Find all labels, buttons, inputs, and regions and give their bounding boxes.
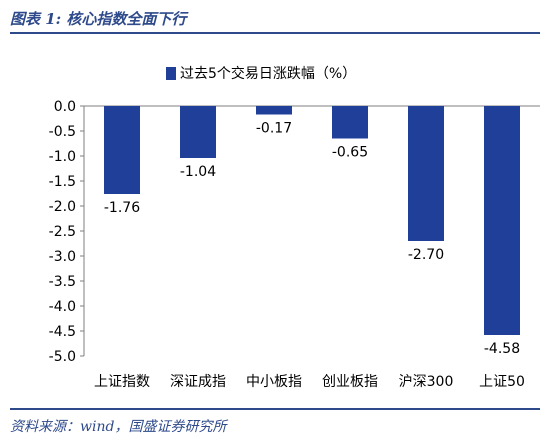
figure-header: 图表 1: 核心指数全面下行 bbox=[10, 4, 540, 34]
bar bbox=[180, 106, 216, 158]
chart-axes: 0.0 -0.5 -1.0 -1.5 -2.0 -2.5 -3.0 -3.5 -4.0 -4.5 -… bbox=[49, 99, 540, 365]
y-tick-label: -3.0 bbox=[49, 249, 76, 265]
bar bbox=[256, 106, 292, 115]
bar bbox=[104, 106, 140, 194]
bar bbox=[332, 106, 368, 139]
chart-bars bbox=[104, 106, 520, 335]
footer-divider bbox=[10, 408, 540, 410]
figure-title: 图表 1: 核心指数全面下行 bbox=[10, 10, 187, 28]
figure-footer: 资料来源：wind，国盛证券研究所 bbox=[10, 408, 540, 438]
x-category-label: 沪深300 bbox=[399, 374, 454, 390]
bar bbox=[484, 106, 520, 335]
x-category-label: 创业板指 bbox=[322, 374, 378, 390]
y-tick-label: -1.0 bbox=[49, 149, 76, 165]
bar-chart-svg: 过去5个交易日涨跌幅（%） 0.0 -0.5 -1.0 -1.5 -2.0 -2.5 -3.… bbox=[49, 65, 540, 391]
header-divider bbox=[10, 32, 540, 34]
x-category-label: 中小板指 bbox=[246, 374, 302, 390]
x-category-label: 上证指数 bbox=[94, 374, 150, 390]
x-category-label: 深证成指 bbox=[170, 374, 226, 390]
bar-value-label: -0.17 bbox=[256, 121, 292, 137]
y-tick-label: -4.5 bbox=[49, 324, 76, 340]
bar-chart: 过去5个交易日涨跌幅（%） 0.0 -0.5 -1.0 -1.5 -2.0 -2.5 -3.… bbox=[0, 40, 550, 400]
source-note: 资料来源：wind，国盛证券研究所 bbox=[10, 419, 227, 435]
chart-legend: 过去5个交易日涨跌幅（%） bbox=[166, 65, 356, 82]
y-tick-label: -2.0 bbox=[49, 199, 76, 215]
chart-labels: -1.76 上证指数 -1.04 深证成指 -0.17 中小板指 -0.65 创业板指 -2.7… bbox=[94, 121, 525, 391]
bar-value-label: -0.65 bbox=[332, 145, 368, 161]
bar bbox=[408, 106, 444, 241]
y-tick-label: -3.5 bbox=[49, 274, 76, 290]
x-category-label: 上证50 bbox=[479, 374, 525, 390]
y-tick-label: -0.5 bbox=[49, 124, 76, 140]
bar-value-label: -2.70 bbox=[408, 247, 444, 263]
y-tick-label: -5.0 bbox=[49, 349, 76, 365]
bar-value-label: -1.04 bbox=[180, 164, 216, 180]
y-tick-label: 0.0 bbox=[54, 99, 76, 115]
y-tick-label: -4.0 bbox=[49, 299, 76, 315]
y-tick-label: -1.5 bbox=[49, 174, 76, 190]
bar-value-label: -1.76 bbox=[104, 200, 140, 216]
legend-swatch bbox=[166, 67, 176, 80]
y-tick-label: -2.5 bbox=[49, 224, 76, 240]
legend-label: 过去5个交易日涨跌幅（%） bbox=[180, 65, 356, 82]
bar-value-label: -4.58 bbox=[484, 341, 520, 357]
